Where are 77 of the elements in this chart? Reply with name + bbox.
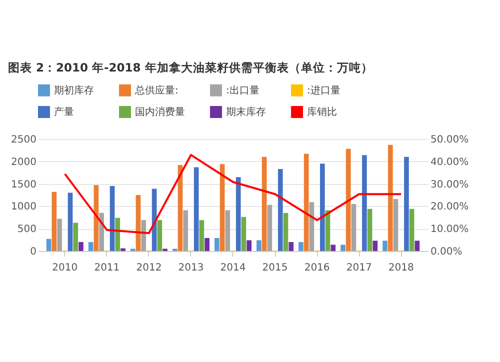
- y2-tick-label: 20.00%: [430, 202, 469, 213]
- y-tick-label: 1000: [11, 202, 36, 213]
- x-tick-label: 2014: [220, 262, 246, 274]
- y-tick-label: 2000: [11, 156, 36, 168]
- bar: [414, 240, 420, 251]
- x-tick-label: 2018: [388, 262, 414, 274]
- bar: [214, 238, 220, 251]
- x-tick-label: 2011: [94, 262, 120, 274]
- bar: [346, 148, 351, 251]
- bar: [330, 244, 336, 251]
- bar: [78, 242, 84, 251]
- y2-tick-label: 30.00%: [430, 179, 469, 190]
- bar: [141, 220, 146, 251]
- bar: [388, 144, 393, 251]
- bar: [267, 204, 272, 251]
- y2-tick-label: 10.00%: [430, 224, 469, 236]
- bar: [199, 220, 204, 251]
- x-tick-label: 2013: [178, 262, 204, 274]
- bar: [52, 192, 57, 251]
- bar: [194, 167, 199, 251]
- bar: [110, 186, 115, 251]
- bar: [288, 242, 294, 251]
- legend-label: 国内消费量: [135, 106, 185, 118]
- bar: [68, 192, 73, 251]
- x-tick-label: 2012: [136, 262, 162, 274]
- bar: [298, 242, 304, 251]
- chart-title: 图表 2：2010 年-2018 年加拿大油菜籽供需平衡表（单位：万吨）: [8, 60, 373, 74]
- legend-label: 期初库存: [54, 84, 94, 96]
- legend-label: 产量: [54, 106, 74, 118]
- bar: [404, 156, 409, 251]
- legend-label: :出口量: [226, 84, 260, 96]
- bar: [120, 248, 126, 251]
- line-series: [64, 154, 402, 234]
- bar: [256, 240, 262, 251]
- bar: [304, 154, 309, 251]
- bar: [57, 218, 62, 251]
- bar: [262, 156, 267, 251]
- bar: [351, 204, 356, 251]
- bar: [46, 238, 52, 251]
- y2-tick-label: 0.00%: [430, 246, 462, 258]
- bar: [340, 244, 346, 251]
- bar: [88, 242, 94, 251]
- bar: [393, 199, 398, 251]
- y-tick-label: 2500: [11, 134, 36, 146]
- x-tick-label: 2015: [262, 262, 288, 274]
- bar: [136, 195, 141, 251]
- bar: [225, 210, 230, 251]
- x-tick-label: 2010: [52, 262, 78, 274]
- y-tick-label: 1500: [11, 179, 36, 190]
- bar: [241, 216, 246, 251]
- bar: [236, 177, 241, 251]
- legend-label: 库销比: [307, 106, 337, 118]
- y-tick-label: 500: [17, 224, 36, 236]
- bar: [283, 212, 288, 251]
- bar: [382, 240, 388, 251]
- legend-label: :进口量: [307, 84, 340, 96]
- bar: [220, 164, 225, 251]
- x-tick-label: 2016: [304, 262, 330, 274]
- y2-tick-label: 40.00%: [430, 156, 469, 168]
- bar: [204, 238, 210, 251]
- legend-label: 期末库存: [226, 106, 266, 118]
- bar: [246, 240, 252, 251]
- bar: [278, 169, 283, 251]
- bar: [183, 210, 188, 251]
- bar: [367, 208, 372, 251]
- bar: [372, 240, 378, 251]
- bar: [157, 220, 162, 251]
- bar: [320, 164, 325, 251]
- bar: [362, 155, 367, 251]
- bar: [115, 218, 120, 251]
- bar: [409, 208, 414, 251]
- y2-tick-label: 50.00%: [430, 134, 469, 146]
- y-tick-label: 0: [30, 246, 36, 258]
- legend-label: 总供应量:: [134, 84, 178, 96]
- bar: [73, 222, 78, 251]
- bar: [99, 212, 104, 251]
- x-tick-label: 2017: [346, 262, 372, 274]
